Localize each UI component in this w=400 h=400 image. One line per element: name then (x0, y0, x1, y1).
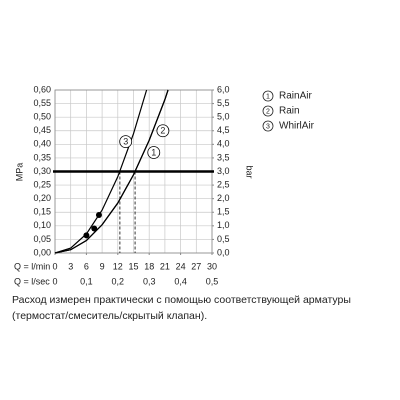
y2-tick-label: 4,5 (217, 125, 230, 135)
y-tick-label: 0,05 (33, 234, 51, 244)
y2-tick-label: 5,5 (217, 98, 230, 108)
x-tick-label: 9 (100, 261, 105, 271)
x2-tick-label: 0,4 (174, 276, 187, 286)
curve-label-circle (147, 146, 161, 159)
x2-tick-label: 0,3 (143, 276, 156, 286)
caption: Расход измерен практически с помощью соо… (12, 294, 351, 322)
y-tick-label: 0,55 (33, 98, 51, 108)
legend-number: 3 (266, 123, 270, 130)
y2-tick-label: 5,0 (217, 112, 230, 122)
curve-label-circle (156, 124, 170, 138)
legend-number: 2 (266, 108, 270, 115)
x2-tick-label: 0,2 (112, 276, 125, 286)
x-tick-label: 3 (68, 261, 73, 271)
curve-label: 3 (123, 136, 128, 146)
legend-circle (262, 120, 274, 132)
y-axis-label: MPa (14, 163, 24, 182)
curve-label: 2 (160, 126, 165, 136)
series-line (54, 89, 148, 254)
y2-tick-label: 0,5 (217, 234, 230, 244)
x-tick-label: 18 (144, 261, 154, 271)
y2-tick-label: 2,5 (217, 179, 230, 189)
y2-tick-label: 6,0 (217, 84, 230, 94)
x2-tick-label: 0 (52, 276, 57, 286)
y2-tick-label: 1,0 (217, 220, 230, 230)
y2-tick-label: 3,5 (217, 152, 230, 162)
y-tick-label: 0,35 (33, 152, 51, 162)
x-tick-label: 30 (207, 261, 217, 271)
x-tick-label: 6 (84, 261, 89, 271)
legend-number: 1 (266, 93, 270, 100)
data-point (83, 232, 90, 239)
legend-label: Rain (279, 106, 300, 117)
x-axis-label: Q = l/min (14, 261, 50, 271)
y-tick-label: 0,20 (33, 193, 51, 203)
legend-circle (262, 90, 274, 102)
y-tick-label: 0,10 (33, 220, 51, 230)
y-tick-label: 0,00 (33, 247, 51, 257)
legend-circle (262, 105, 274, 117)
y2-axis-label: bar (245, 165, 255, 178)
y-tick-label: 0,45 (33, 125, 51, 135)
y-tick-label: 0,30 (33, 166, 51, 176)
x2-axis-label: Q = l/sec (14, 276, 50, 286)
y2-tick-label: 0,0 (217, 247, 230, 257)
y2-tick-label: 1,5 (217, 207, 230, 217)
legend-label: WhirlAir (279, 121, 315, 132)
y-tick-label: 0,25 (33, 179, 51, 189)
y2-tick-label: 3,0 (217, 166, 230, 176)
x2-tick-label: 0,1 (80, 276, 93, 286)
x-tick-label: 0 (52, 261, 57, 271)
y2-tick-label: 4,0 (217, 139, 230, 149)
x-tick-label: 15 (128, 261, 138, 271)
legend-label: RainAir (279, 91, 312, 102)
y-tick-label: 0,60 (33, 84, 51, 94)
curve-label-circle (119, 135, 133, 149)
curve-label: 1 (151, 147, 156, 157)
x-tick-label: 27 (191, 261, 201, 271)
y-tick-label: 0,40 (33, 139, 51, 149)
x-tick-label: 21 (160, 261, 170, 271)
y-tick-label: 0,50 (33, 112, 51, 122)
data-point (95, 211, 102, 218)
y2-tick-label: 2,0 (217, 193, 230, 203)
series-line (54, 89, 169, 254)
x-tick-label: 24 (176, 261, 186, 271)
x-tick-label: 12 (113, 261, 123, 271)
y-tick-label: 0,15 (33, 207, 51, 217)
data-point (91, 225, 98, 232)
x2-tick-label: 0,5 (206, 276, 219, 286)
